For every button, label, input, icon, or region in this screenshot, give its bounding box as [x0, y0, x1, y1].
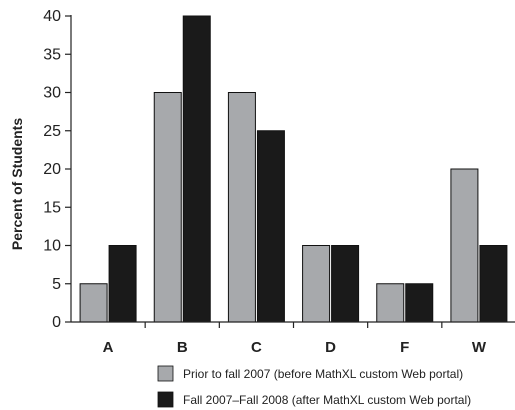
legend-swatch [157, 365, 174, 382]
y-tick-label: 10 [43, 238, 61, 255]
legend: Prior to fall 2007 (before MathXL custom… [157, 365, 471, 408]
bar-prior-c [227, 92, 256, 323]
bar-prior-w [450, 168, 479, 323]
y-tick-label: 35 [43, 46, 61, 63]
bar-after-a [108, 245, 137, 323]
legend-swatch [157, 391, 174, 408]
bar-prior-d [302, 245, 331, 323]
legend-label: Prior to fall 2007 (before MathXL custom… [183, 367, 463, 381]
x-tick-label: C [251, 339, 262, 356]
bar-after-c [256, 130, 285, 323]
y-tick-label: 25 [43, 123, 61, 140]
bar-after-b [182, 15, 211, 323]
bars [79, 15, 508, 323]
y-tick-label: 15 [43, 199, 61, 216]
bar-prior-f [376, 283, 405, 323]
y-axis-ticks: 0 5 10 15 20 25 30 35 40 [43, 8, 71, 331]
y-tick-label: 20 [43, 161, 61, 178]
legend-label: Fall 2007–Fall 2008 (after MathXL custom… [183, 393, 471, 407]
x-tick-label: D [325, 339, 336, 356]
y-tick-label: 0 [52, 314, 61, 331]
bar-after-d [331, 245, 360, 323]
x-tick-label: B [177, 339, 188, 356]
y-tick-label: 30 [43, 85, 61, 102]
x-tick-label: W [472, 339, 487, 356]
bar-after-f [405, 283, 434, 323]
y-tick-label: 40 [43, 8, 61, 25]
bar-after-w [479, 245, 508, 323]
x-tick-label: A [103, 339, 114, 356]
bar-prior-a [79, 283, 108, 323]
bar-prior-b [153, 92, 182, 323]
x-tick-label: F [400, 339, 409, 356]
y-tick-label: 5 [52, 276, 61, 293]
y-axis-title: Percent of Students [9, 118, 25, 250]
